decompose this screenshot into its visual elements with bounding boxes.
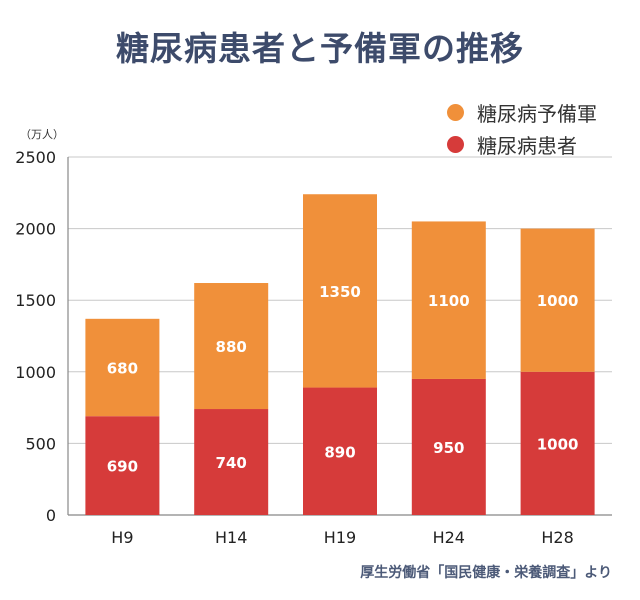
- data-label: 1000: [537, 292, 579, 310]
- legend-label-diabetes: 糖尿病患者: [477, 133, 577, 158]
- x-tick-label: H28: [541, 528, 573, 547]
- y-tick-label: 1500: [15, 291, 56, 310]
- x-tick-label: H14: [215, 528, 247, 547]
- x-tick-label: H9: [111, 528, 133, 547]
- y-axis-unit-label: （万人）: [20, 128, 64, 141]
- bar-diabetes: [520, 371, 595, 515]
- y-tick-labels: 0 500 1000 1500 2000 2500: [15, 148, 56, 525]
- data-label: 690: [107, 458, 138, 476]
- bar-prediabetes: [411, 221, 486, 379]
- data-label: 1350: [319, 283, 361, 301]
- bar-diabetes: [303, 387, 377, 515]
- bar-diabetes: [85, 416, 160, 515]
- legend-label-prediabetes: 糖尿病予備軍: [477, 101, 597, 126]
- y-tick-label: 1000: [15, 363, 56, 382]
- data-label: 890: [324, 443, 355, 461]
- x-tick-label: H19: [324, 528, 356, 547]
- data-label: 680: [107, 360, 138, 378]
- bar-prediabetes: [85, 318, 160, 417]
- bars: [85, 194, 595, 515]
- data-label: 740: [216, 454, 247, 472]
- legend-item-prediabetes: 糖尿病予備軍: [447, 96, 597, 128]
- bar-prediabetes: [303, 194, 377, 388]
- data-label: 1100: [428, 292, 470, 310]
- chart-title: 糖尿病患者と予備軍の推移: [116, 29, 524, 68]
- legend-item-diabetes: 糖尿病患者: [447, 128, 597, 160]
- y-tick-label: 2500: [15, 148, 56, 167]
- y-tick-label: 500: [25, 434, 56, 453]
- data-label: 1000: [537, 435, 579, 453]
- bar-diabetes: [411, 378, 486, 515]
- bar-diabetes: [194, 409, 269, 515]
- legend-swatch-diabetes: [447, 135, 464, 153]
- x-tick-labels: H9 H14 H19 H24 H28: [111, 528, 574, 547]
- source-note: 厚生労働省「国民健康・栄養調査」より: [360, 565, 612, 581]
- legend: 糖尿病予備軍 糖尿病患者: [447, 96, 597, 160]
- data-labels: 690 680 740 880 890 1350 950 1100 1000 1000: [107, 283, 579, 476]
- bar-prediabetes: [194, 283, 269, 410]
- y-tick-label: 2000: [15, 220, 56, 239]
- x-tick-label: H24: [433, 528, 465, 547]
- y-tick-label: 0: [46, 506, 56, 525]
- bar-prediabetes: [520, 228, 595, 372]
- data-label: 950: [433, 439, 464, 457]
- legend-swatch-prediabetes: [447, 103, 464, 121]
- data-label: 880: [216, 338, 247, 356]
